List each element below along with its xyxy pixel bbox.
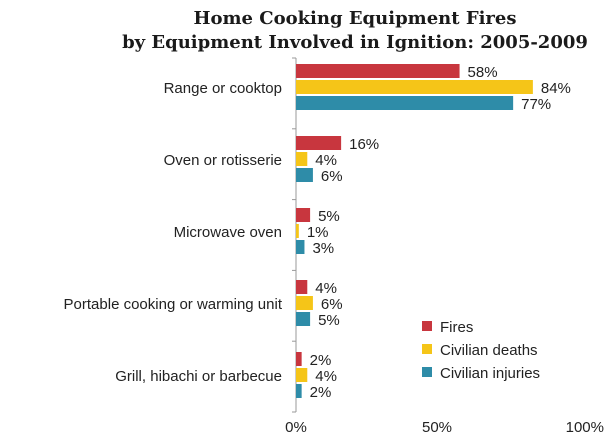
data-label: 77% <box>521 96 551 113</box>
category-label-range-or-cooktop: Range or cooktop <box>164 80 282 97</box>
data-label: 5% <box>318 312 340 329</box>
x-tick-label: 50% <box>422 419 452 436</box>
legend-label-civilian-injuries: Civilian injuries <box>440 365 540 382</box>
bar-fires <box>296 208 311 222</box>
data-label: 4% <box>315 280 337 297</box>
data-label: 4% <box>315 368 337 385</box>
bar-civilian-deaths <box>296 368 308 382</box>
bar-fires <box>296 280 308 294</box>
data-label: 4% <box>315 152 337 169</box>
bar-civilian-injuries <box>296 96 514 110</box>
bar-civilian-deaths <box>296 80 533 94</box>
data-label: 16% <box>349 136 379 153</box>
bar-fires <box>296 136 342 150</box>
chart-subtitle: by Equipment Involved in Ignition: 2005-… <box>122 32 588 53</box>
bar-civilian-injuries <box>296 240 305 254</box>
bar-civilian-injuries <box>296 312 311 326</box>
data-label: 5% <box>318 208 340 225</box>
data-label: 6% <box>321 296 343 313</box>
category-label-oven-or-rotisserie: Oven or rotisserie <box>164 152 282 169</box>
bar-fires <box>296 64 460 78</box>
bar-civilian-deaths <box>296 224 299 238</box>
data-label: 84% <box>541 80 571 97</box>
x-tick-label: 100% <box>566 419 604 436</box>
bar-civilian-deaths <box>296 296 313 310</box>
category-label-grill-hibachi-or-barbecue: Grill, hibachi or barbecue <box>115 368 282 385</box>
bar-civilian-deaths <box>296 152 308 166</box>
legend-label-civilian-deaths: Civilian deaths <box>440 342 538 359</box>
data-label: 1% <box>307 224 329 241</box>
legend-swatch-fires <box>422 321 432 331</box>
legend-swatch-civilian-injuries <box>422 367 432 377</box>
legend-label-fires: Fires <box>440 319 473 336</box>
chart-title: Home Cooking Equipment Fires <box>193 8 516 29</box>
data-label: 2% <box>310 352 332 369</box>
data-label: 2% <box>310 384 332 401</box>
data-label: 3% <box>312 240 334 257</box>
data-label: 6% <box>321 168 343 185</box>
category-label-portable-cooking-or-warming-unit: Portable cooking or warming unit <box>64 296 283 313</box>
x-tick-label: 0% <box>285 419 307 436</box>
category-label-microwave-oven: Microwave oven <box>174 224 282 241</box>
bar-fires <box>296 352 302 366</box>
bar-civilian-injuries <box>296 384 302 398</box>
legend-swatch-civilian-deaths <box>422 344 432 354</box>
data-label: 58% <box>468 64 498 81</box>
plot-area: Range or cooktop 58% 84%77% Oven or rotisse… <box>64 57 604 436</box>
bar-civilian-injuries <box>296 168 313 182</box>
